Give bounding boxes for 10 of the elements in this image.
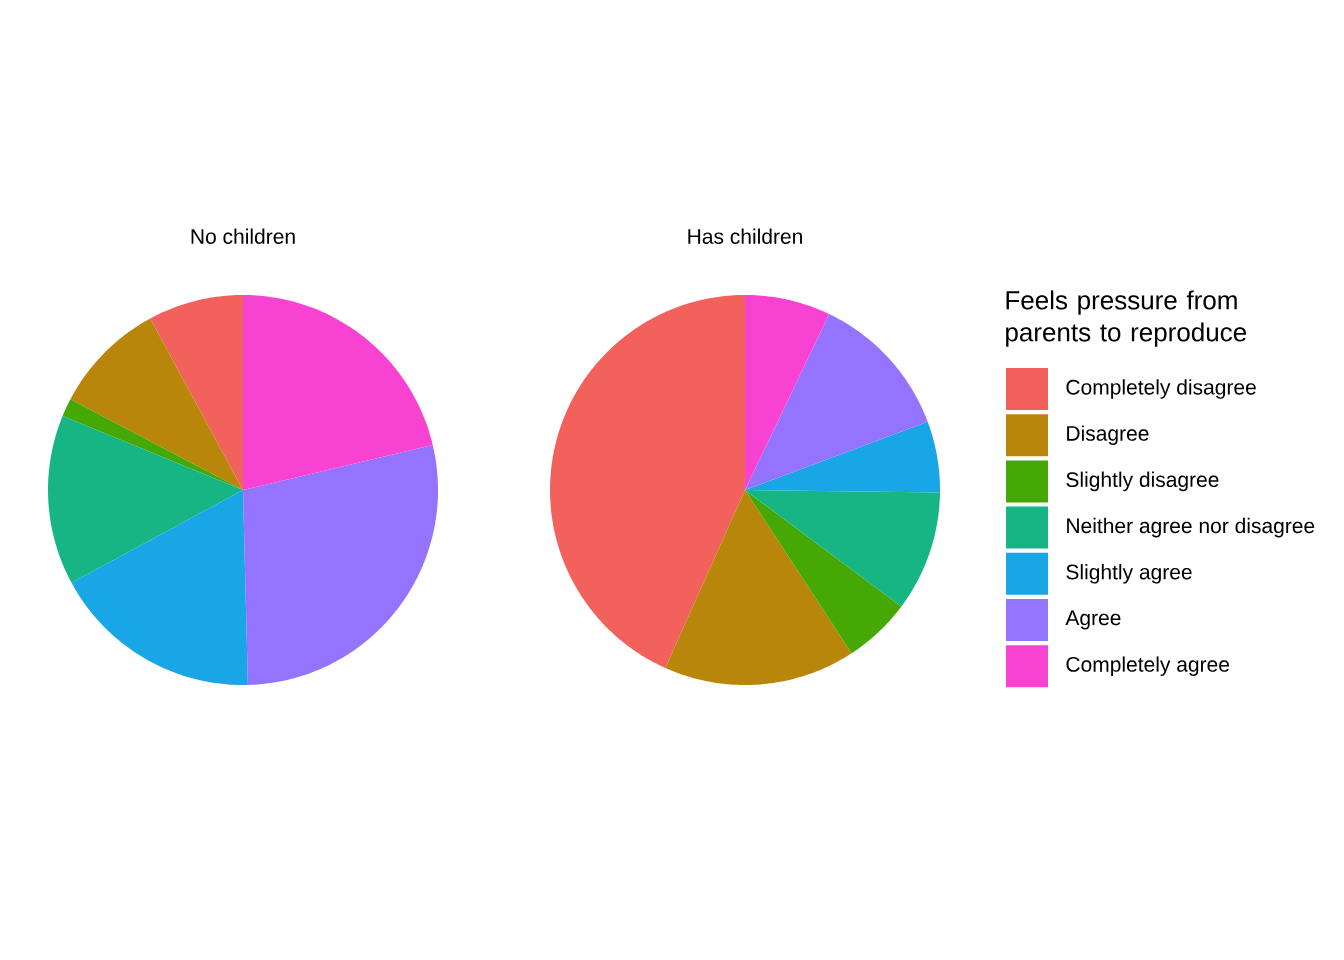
legend-label: Agree xyxy=(1065,610,1121,630)
legend-label: Neither agree nor disagree xyxy=(1067,517,1315,538)
chart-title: No children xyxy=(191,228,295,244)
legend-label: Completely agree xyxy=(1066,656,1229,676)
legend-label: Slightly agree xyxy=(1066,564,1192,584)
legend-title: Feels pressure from parents to reproduce xyxy=(1006,290,1247,347)
chart-title: Has children xyxy=(688,228,802,244)
legend-label: Completely disagree xyxy=(1066,379,1256,399)
legend-label: Slightly disagree xyxy=(1066,471,1219,492)
legend-label: Disagree xyxy=(1067,425,1149,445)
